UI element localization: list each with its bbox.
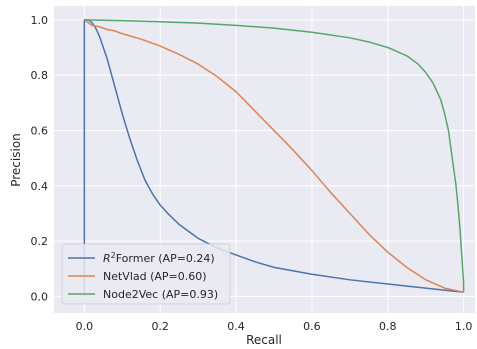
- x-tick-label: 1.0: [455, 320, 473, 333]
- y-grid-lines: [54, 19, 475, 297]
- series-lines: [83, 19, 465, 297]
- legend-label-r2former-sup: 2: [111, 251, 116, 260]
- legend-label-r2former-rest: Former (AP=0.24): [116, 252, 215, 265]
- x-tick-label: 0.4: [227, 320, 245, 333]
- x-tick-label: 0.2: [151, 320, 169, 333]
- x-axis-label: Recall: [246, 333, 282, 347]
- netvlad-line: [83, 19, 464, 293]
- y-tick-label: 0.0: [31, 290, 49, 303]
- legend-label-netvlad: NetVlad (AP=0.60): [103, 270, 207, 283]
- x-tick-label: 0.0: [76, 320, 94, 333]
- x-tick-label: 0.6: [303, 320, 321, 333]
- y-axis-label: Precision: [9, 133, 23, 187]
- y-tick-label: 0.6: [31, 124, 49, 137]
- legend-box: [61, 243, 231, 305]
- legend-label-r2former-base: R: [103, 252, 111, 265]
- y-tick-label: 0.4: [31, 180, 49, 193]
- node2vec-line: [84, 19, 465, 293]
- legend-label-node2vec: Node2Vec (AP=0.93): [103, 288, 218, 301]
- y-tick-label: 1.0: [31, 14, 49, 27]
- legend: R2Former (AP=0.24) NetVlad (AP=0.60) Nod…: [61, 243, 231, 305]
- y-tick-label: 0.8: [31, 69, 49, 82]
- x-tick-label: 0.8: [379, 320, 397, 333]
- y-tick-labels: 0.0 0.2 0.4 0.6 0.8 1.0: [31, 14, 49, 304]
- x-tick-labels: 0.0 0.2 0.4 0.6 0.8 1.0: [76, 320, 473, 333]
- legend-label-r2former: R2Former (AP=0.24): [103, 251, 215, 266]
- y-tick-label: 0.2: [31, 235, 49, 248]
